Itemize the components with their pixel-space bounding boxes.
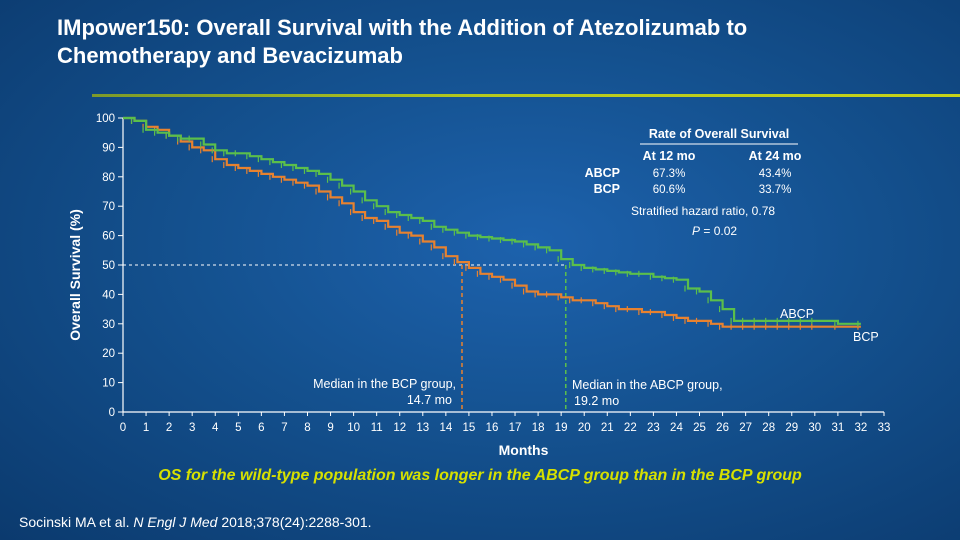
chart-series (123, 116, 861, 330)
x-tick-label: 22 (624, 422, 637, 434)
y-tick-label: 70 (102, 201, 115, 213)
hazard-ratio: Stratified hazard ratio, 0.78 (631, 204, 775, 218)
x-tick-label: 32 (855, 422, 868, 434)
x-tick-label: 5 (235, 422, 241, 434)
x-tick-label: 19 (555, 422, 568, 434)
x-tick-label: 11 (371, 422, 383, 434)
x-tick-label: 27 (739, 422, 752, 434)
rate-col-24mo: At 24 mo (749, 149, 802, 163)
p-label: P (692, 224, 700, 238)
x-tick-label: 9 (327, 422, 333, 434)
x-tick-label: 14 (439, 422, 452, 434)
y-tick-label: 100 (96, 113, 115, 125)
p-number: = 0.02 (700, 224, 737, 238)
median-reference-lines (123, 264, 567, 412)
x-tick-label: 3 (189, 422, 195, 434)
x-tick-label: 4 (212, 422, 219, 434)
x-tick-label: 1 (143, 422, 149, 434)
chart-annotations: ABCP BCP Median in the BCP group, 14.7 mo Me… (313, 307, 879, 408)
x-axis-label: Months (499, 442, 549, 458)
x-tick-label: 30 (808, 422, 821, 434)
x-tick-label: 29 (785, 422, 798, 434)
rate-row-12mo: 60.6% (653, 184, 686, 196)
slide-title: IMpower150: Overall Survival with the Ad… (57, 14, 937, 70)
y-tick-label: 80 (102, 172, 115, 184)
y-tick-label: 0 (109, 407, 115, 419)
rate-col-12mo: At 12 mo (643, 149, 696, 163)
x-tick-label: 17 (509, 422, 522, 434)
conclusion-text: OS for the wild-type population was long… (158, 467, 802, 484)
x-tick-label: 31 (831, 422, 844, 434)
citation-journal: N Engl J Med (133, 514, 218, 530)
x-tick-label: 7 (281, 422, 287, 434)
title-line-2: Chemotherapy and Bevacizumab (57, 43, 403, 68)
y-tick-label: 20 (102, 348, 115, 360)
title-line-1: IMpower150: Overall Survival with the Ad… (57, 15, 748, 40)
abcp-median-label-1: Median in the ABCP group, (572, 378, 723, 392)
rate-row-24mo: 33.7% (759, 184, 792, 196)
y-axis-label: Overall Survival (%) (67, 209, 83, 341)
x-tick-label: 8 (304, 422, 310, 434)
bcp-curve-label: BCP (853, 330, 879, 344)
title-divider (92, 94, 960, 97)
citation: Socinski MA et al. N Engl J Med 2018;378… (19, 514, 372, 530)
y-tick-label: 90 (102, 142, 115, 154)
x-tick-label: 13 (416, 422, 429, 434)
x-tick-label: 24 (670, 422, 683, 434)
x-tick-label: 18 (532, 422, 545, 434)
x-tick-label: 25 (693, 422, 706, 434)
chart-axes: 0 1 2 3 4 5 6 7 8 9 10 11 12 13 14 15 16 17 18 19 20 21 22 23 24… (67, 113, 890, 458)
x-tick-label: 6 (258, 422, 264, 434)
x-tick-label: 15 (463, 422, 476, 434)
y-tick-label: 30 (102, 319, 115, 331)
abcp-median-label-2: 19.2 mo (574, 394, 619, 408)
bcp-median-label-1: Median in the BCP group, (313, 377, 456, 391)
y-tick-label: 40 (102, 289, 115, 301)
rate-row-12mo: 67.3% (653, 168, 686, 180)
x-tick-label: 21 (601, 422, 614, 434)
rate-table-heading: Rate of Overall Survival (649, 127, 789, 141)
rate-row-group: ABCP (585, 166, 620, 180)
abcp-curve (123, 116, 861, 325)
x-tick-label: 12 (393, 422, 406, 434)
citation-details: 2018;378(24):2288-301. (217, 514, 372, 530)
bcp-curve (123, 116, 861, 328)
p-value: P = 0.02 (692, 224, 737, 238)
x-tick-label: 23 (647, 422, 660, 434)
y-tick-label: 60 (102, 231, 115, 243)
x-tick-label: 26 (716, 422, 729, 434)
rate-table: Rate of Overall Survival At 12 mo At 24 mo… (585, 127, 802, 238)
rate-row-24mo: 43.4% (759, 168, 792, 180)
y-tick-label: 10 (102, 378, 115, 390)
x-tick-label: 20 (578, 422, 591, 434)
citation-authors: Socinski MA et al. (19, 514, 134, 530)
y-tick-label: 50 (102, 260, 115, 272)
x-tick-label: 0 (120, 422, 126, 434)
bcp-median-label-2: 14.7 mo (407, 393, 452, 407)
abcp-curve-label: ABCP (780, 307, 814, 321)
x-tick-label: 10 (347, 422, 360, 434)
rate-row-group: BCP (594, 182, 620, 196)
x-tick-label: 33 (878, 422, 891, 434)
x-tick-label: 16 (486, 422, 499, 434)
x-tick-label: 28 (762, 422, 775, 434)
x-tick-label: 2 (166, 422, 172, 434)
